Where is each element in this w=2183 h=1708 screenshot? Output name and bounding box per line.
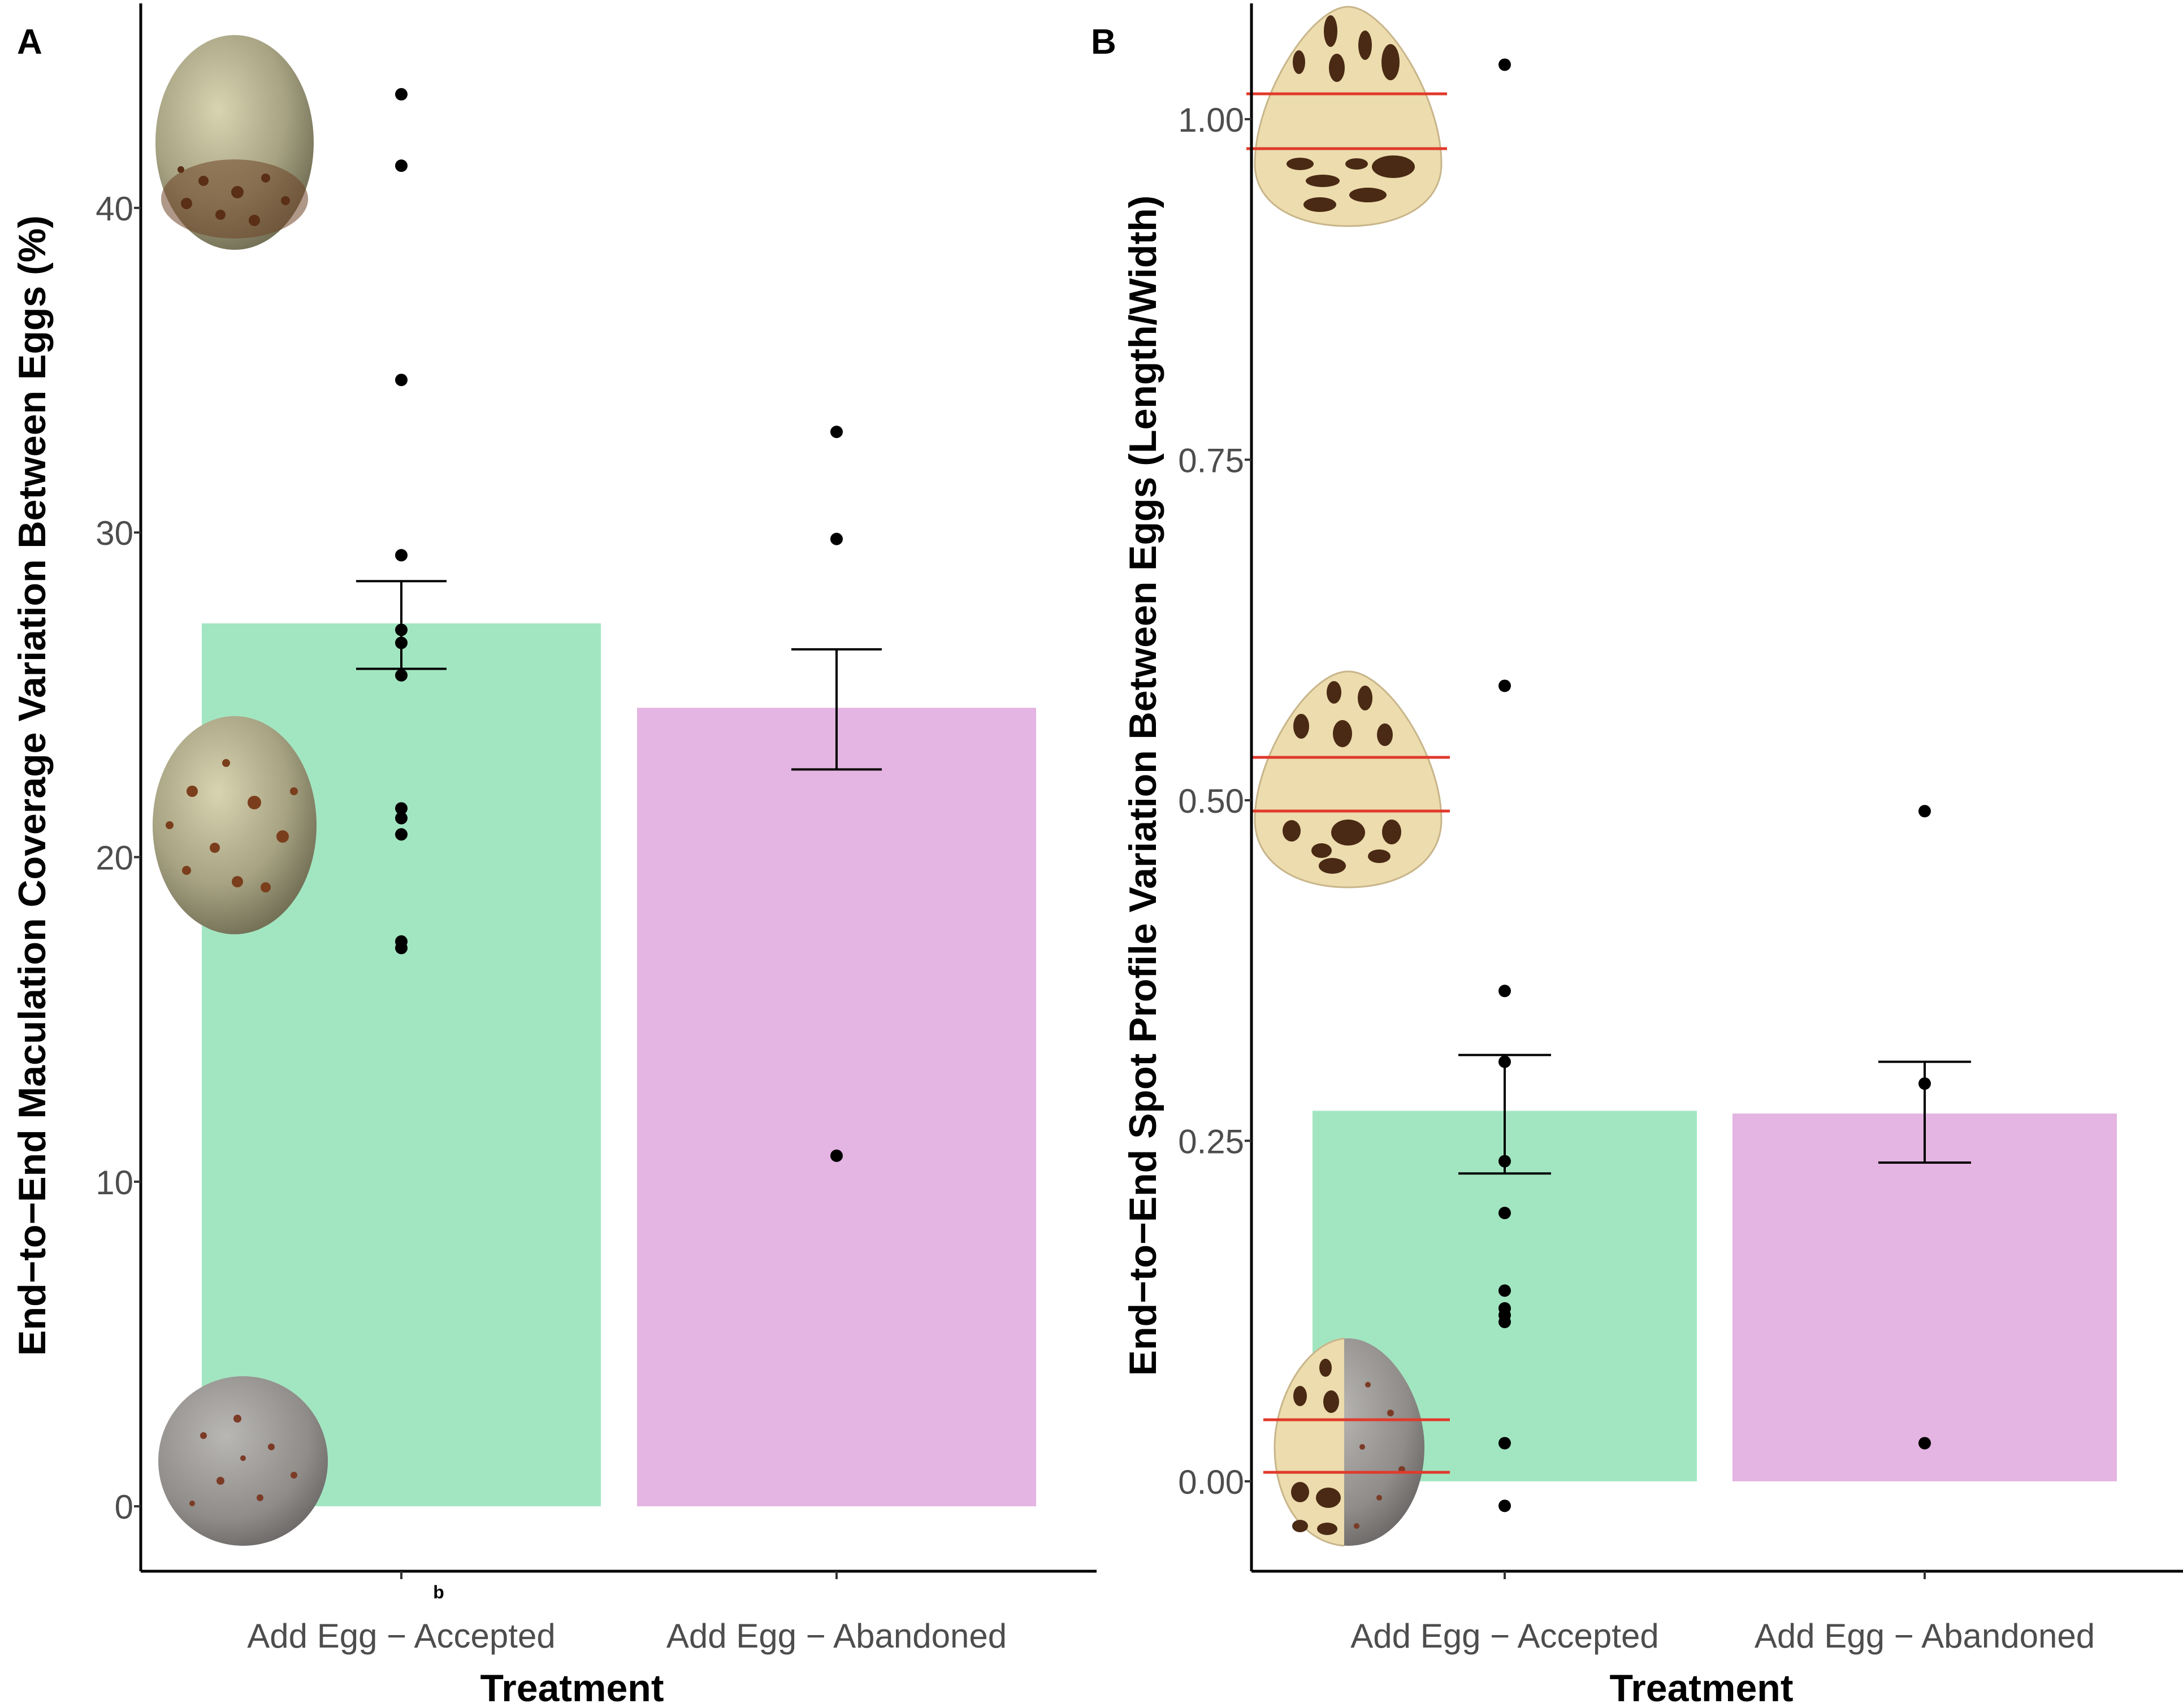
egg-diagram-top — [1246, 6, 1447, 227]
panel-b-y-axis-title: End−to−End Spot Profile Variation Betwee… — [1121, 196, 1164, 1376]
panel-a: A 0 10 20 30 40 — [11, 3, 1097, 1708]
data-point — [395, 942, 408, 955]
panel-b-x-ticks: Add Egg − Accepted Add Egg − Abandoned — [1350, 1571, 2095, 1655]
y-tick-label: 0.75 — [1178, 441, 1244, 479]
x-tick-label: Add Egg − Abandoned — [666, 1617, 1007, 1655]
y-tick-label: 20 — [96, 839, 133, 877]
data-point — [1498, 1499, 1511, 1512]
egg-photo-middle — [153, 716, 317, 934]
data-point — [395, 549, 408, 562]
error-bar-accepted — [356, 580, 447, 670]
egg-photo-top — [155, 35, 314, 250]
y-tick-label: 0 — [115, 1488, 133, 1526]
panel-a-y-ticks: 0 10 20 30 40 — [96, 190, 141, 1526]
data-point — [395, 669, 408, 682]
data-point — [395, 812, 408, 825]
data-point — [1498, 679, 1511, 692]
x-tick-label: Add Egg − Accepted — [1350, 1617, 1658, 1655]
panel-a-y-axis-title: End−to−End Maculation Coverage Variation… — [11, 215, 54, 1356]
panel-a-x-axis-title: Treatment — [480, 1667, 664, 1708]
panel-label-a: A — [17, 23, 42, 62]
data-point — [830, 532, 843, 545]
data-point — [1498, 1437, 1511, 1450]
panel-a-x-ticks: Add Egg − Accepted Add Egg − Abandoned — [247, 1571, 1007, 1655]
data-point — [395, 159, 408, 172]
y-tick-label: 0.25 — [1178, 1122, 1244, 1160]
error-bar-accepted — [1458, 1054, 1551, 1175]
egg-diagram-middle — [1252, 670, 1450, 888]
panel-b-y-ticks: 0.00 0.25 0.50 0.75 1.00 — [1178, 101, 1251, 1501]
data-point — [1498, 58, 1511, 71]
data-point — [830, 1149, 843, 1162]
data-point — [1498, 1207, 1511, 1220]
y-tick-label: 0.50 — [1178, 782, 1244, 820]
y-tick-label: 30 — [96, 514, 133, 552]
x-tick-label: Add Egg − Accepted — [247, 1617, 555, 1655]
panel-b-x-axis-title: Treatment — [1610, 1667, 1794, 1708]
data-point — [395, 88, 408, 101]
data-point — [1498, 1284, 1511, 1297]
data-point — [395, 828, 408, 841]
y-tick-label: 0.00 — [1178, 1463, 1244, 1501]
data-point — [1918, 805, 1931, 818]
data-point — [1498, 985, 1511, 998]
error-bar-abandoned — [791, 648, 882, 771]
bar-abandoned — [637, 708, 1036, 1507]
panel-a-bars — [202, 88, 1036, 1507]
y-tick-label: 40 — [96, 190, 133, 228]
x-tick-label: Add Egg − Abandoned — [1755, 1617, 2095, 1655]
data-point — [395, 374, 408, 387]
data-point — [1918, 1437, 1931, 1450]
data-point — [395, 802, 408, 815]
panel-b: B — [1091, 3, 2183, 1708]
egg-diagram-bottom — [1263, 1338, 1450, 1547]
bar-abandoned — [1732, 1113, 2117, 1481]
y-tick-label: 1.00 — [1178, 101, 1244, 139]
error-bar-abandoned — [1878, 1060, 1971, 1164]
stray-label: b — [433, 1582, 444, 1602]
egg-photo-bottom — [158, 1376, 328, 1546]
data-point — [1498, 1315, 1511, 1328]
y-tick-label: 10 — [96, 1164, 133, 1202]
panel-label-b: B — [1091, 23, 1116, 62]
data-point — [830, 426, 843, 439]
